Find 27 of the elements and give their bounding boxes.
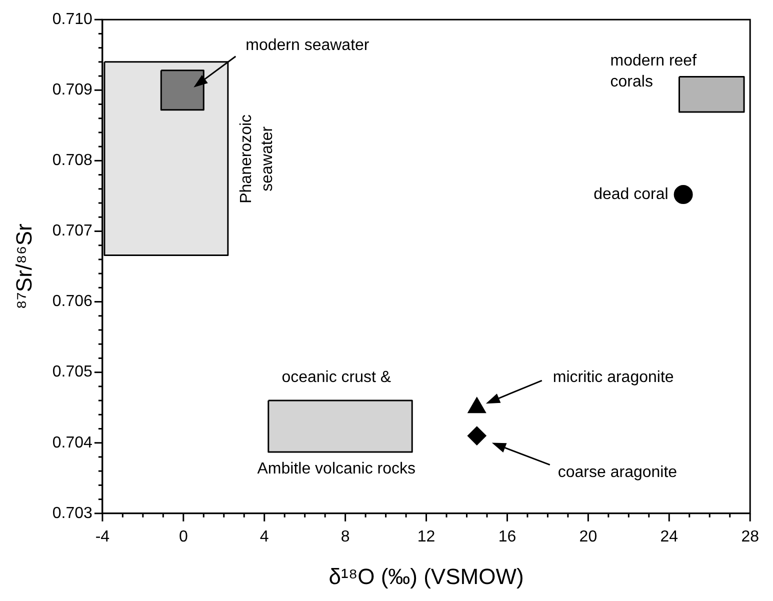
x-tick-label: 4 (260, 528, 269, 546)
x-tick-label: 24 (660, 528, 678, 546)
x-tick-label: 12 (417, 528, 436, 546)
y-tick-label: 0.707 (52, 222, 93, 240)
y-tick-label: 0.709 (52, 82, 93, 99)
annotation: dead coral (594, 186, 668, 203)
annotation: coarse aragonite (558, 464, 678, 482)
annotation: Ambitle volcanic rocks (257, 460, 416, 478)
y-tick-label: 0.706 (52, 293, 93, 310)
y-tick-label: 0.710 (52, 11, 93, 28)
x-axis-title: δ¹⁸O (‰) (VSMOW) (328, 564, 524, 589)
annotation: Phanerozoic seawater (238, 114, 276, 204)
y-tick-label: 0.705 (52, 364, 93, 381)
y-axis-title: ⁸⁷Sr/⁸⁶Sr (11, 224, 36, 310)
annotation: micritic aragonite (552, 368, 674, 386)
annotation: oceanic crust & (282, 368, 392, 386)
x-tick-label: 28 (741, 528, 760, 546)
annotation: modern seawater (246, 36, 370, 54)
x-tick-label: -4 (95, 528, 110, 546)
x-tick-label: 20 (579, 528, 598, 546)
y-tick-label: 0.704 (52, 434, 93, 452)
y-tick-label: 0.703 (52, 504, 93, 522)
y-tick-label: 0.708 (52, 152, 93, 170)
annotation: modern reef corals (610, 52, 698, 91)
x-tick-label: 16 (498, 528, 516, 546)
x-tick-label: 8 (340, 528, 350, 546)
x-tick-label: 0 (178, 528, 188, 546)
